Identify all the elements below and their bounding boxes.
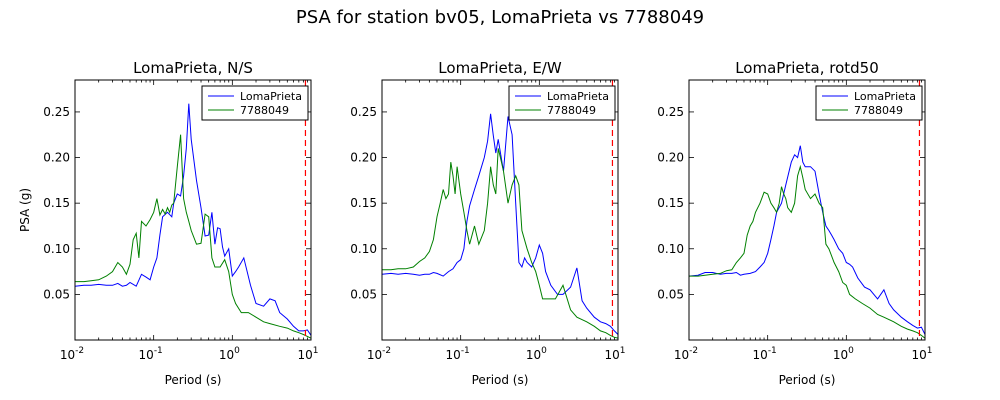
axes-frame bbox=[381, 79, 619, 341]
axes-frame bbox=[688, 79, 926, 341]
y-tick-label: 0.20 bbox=[43, 151, 70, 165]
x-tick-label: 10-2 bbox=[60, 346, 84, 362]
y-tick-label: 0.20 bbox=[657, 151, 684, 165]
x-axis-label: Period (s) bbox=[779, 373, 836, 387]
x-axis-label: Period (s) bbox=[472, 373, 529, 387]
subplot-title: LomaPrieta, N/S bbox=[133, 59, 253, 77]
x-tick-label: 100 bbox=[526, 346, 547, 362]
series-line-2 bbox=[382, 148, 618, 339]
y-axis-label: PSA (g) bbox=[18, 188, 32, 232]
x-tick-label: 101 bbox=[604, 346, 625, 362]
y-tick-label: 0.15 bbox=[350, 196, 377, 210]
y-tick-label: 0.15 bbox=[43, 196, 70, 210]
subplot-1: LomaPrieta, N/S 10-2 10-1 100 101 0.05 0.10 0.1… bbox=[18, 59, 319, 387]
subplot-title: LomaPrieta, rotd50 bbox=[735, 59, 879, 77]
x-tick-label: 10-1 bbox=[446, 346, 470, 362]
y-tick-label: 0.10 bbox=[657, 242, 684, 256]
legend-label: LomaPrieta bbox=[240, 90, 302, 103]
x-tick-label: 101 bbox=[911, 346, 932, 362]
x-tick-label: 10-1 bbox=[753, 346, 777, 362]
x-tick-label: 100 bbox=[833, 346, 854, 362]
x-tick-label: 10-2 bbox=[674, 346, 698, 362]
x-tick-label: 100 bbox=[219, 346, 240, 362]
series-line-2 bbox=[689, 164, 925, 339]
subplot-2: LomaPrieta, E/W 10-2 10-1 100 101 0.05 0.10 0.1… bbox=[350, 59, 625, 387]
legend-box bbox=[201, 85, 309, 121]
legend-box bbox=[815, 85, 923, 121]
series-line-2 bbox=[75, 134, 311, 339]
series-line-1 bbox=[75, 103, 311, 336]
y-tick-label: 0.05 bbox=[350, 287, 377, 301]
y-tick-label: 0.25 bbox=[350, 105, 377, 119]
subplots: LomaPrieta, N/S 10-2 10-1 100 101 0.05 0.10 0.1… bbox=[18, 59, 933, 387]
y-tick-label: 0.05 bbox=[657, 287, 684, 301]
legend-label: 7788049 bbox=[547, 104, 596, 117]
subplot-title: LomaPrieta, E/W bbox=[438, 59, 562, 77]
subplot-3: LomaPrieta, rotd50 10-2 10-1 100 101 0.05 0.10… bbox=[657, 59, 932, 387]
y-tick-label: 0.15 bbox=[657, 196, 684, 210]
series-line-1 bbox=[382, 113, 618, 335]
y-tick-label: 0.10 bbox=[350, 242, 377, 256]
figure-title: PSA for station bv05, LomaPrieta vs 7788… bbox=[296, 7, 704, 28]
axes-frame bbox=[74, 79, 312, 341]
x-tick-label: 101 bbox=[297, 346, 318, 362]
legend-label: LomaPrieta bbox=[547, 90, 609, 103]
legend-box bbox=[508, 85, 616, 121]
y-tick-label: 0.25 bbox=[657, 105, 684, 119]
y-tick-label: 0.05 bbox=[43, 287, 70, 301]
y-tick-label: 0.20 bbox=[350, 151, 377, 165]
legend-label: 7788049 bbox=[854, 104, 903, 117]
y-tick-label: 0.10 bbox=[43, 242, 70, 256]
legend-label: 7788049 bbox=[240, 104, 289, 117]
legend-label: LomaPrieta bbox=[854, 90, 916, 103]
x-axis-label: Period (s) bbox=[165, 373, 222, 387]
y-tick-label: 0.25 bbox=[43, 105, 70, 119]
x-tick-label: 10-2 bbox=[367, 346, 391, 362]
series-line-1 bbox=[689, 145, 925, 335]
x-tick-label: 10-1 bbox=[139, 346, 163, 362]
